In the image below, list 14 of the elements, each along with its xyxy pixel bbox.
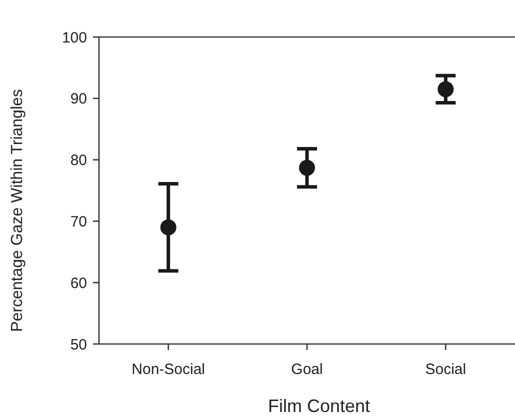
point	[299, 160, 315, 176]
y-tick-label: 60	[70, 274, 87, 292]
y-tick-label: 50	[70, 336, 87, 354]
y-tick-label: 100	[62, 29, 87, 46]
point	[160, 219, 176, 236]
y-tick-label: 70	[70, 213, 87, 230]
x-tick-label: Goal	[291, 361, 323, 378]
point	[438, 81, 454, 98]
y-tick-label: 90	[70, 90, 87, 108]
x-tick-label: Non-Social	[132, 361, 206, 378]
x-tick-label: Social	[425, 361, 466, 378]
y-axis-title: Percentage Gaze Within Triangles	[9, 89, 26, 332]
x-axis-title: Film Content	[268, 396, 370, 416]
y-tick-label: 80	[70, 152, 87, 170]
